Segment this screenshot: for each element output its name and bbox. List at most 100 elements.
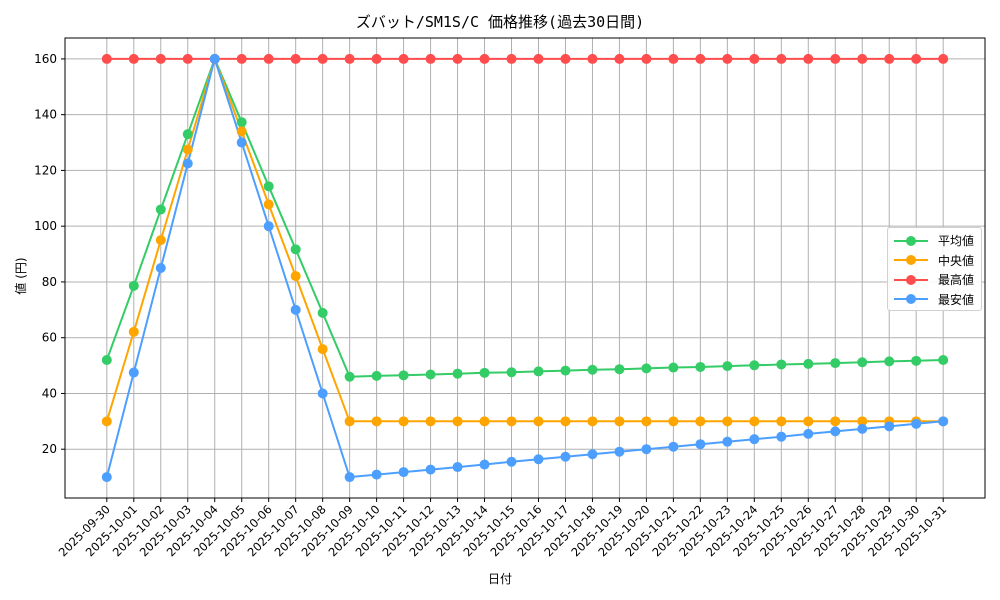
data-point [668,416,679,427]
data-point [749,53,760,64]
data-point [182,53,193,64]
data-point [749,416,760,427]
data-point [722,361,733,372]
data-point [830,426,841,437]
data-point [344,371,355,382]
legend: 平均値 中央値最高値最安値 [887,227,982,311]
data-point [263,221,274,232]
legend-marker-icon [894,254,928,266]
data-point [452,368,463,379]
data-point [155,263,166,273]
data-point [101,53,112,64]
data-point [911,53,922,64]
y-tick-label: 140 [34,108,57,122]
data-point [128,367,139,378]
data-point [506,367,517,378]
data-point [668,362,679,373]
data-point [506,456,517,467]
data-point [749,434,760,445]
y-tick-label: 100 [34,219,57,233]
legend-marker-icon [894,293,928,305]
data-point [641,363,652,374]
data-point [614,53,625,64]
data-point [209,53,220,64]
y-tick-label: 160 [34,52,57,66]
data-point [128,53,139,64]
data-point [317,344,328,355]
series-line [105,55,944,479]
data-point [398,416,409,427]
data-point [722,436,733,447]
data-point [587,364,598,375]
data-point [236,137,247,148]
data-point [641,444,652,455]
data-point [695,439,706,450]
data-point [182,158,193,169]
data-point [911,355,922,366]
legend-item: 中央値 [894,251,975,271]
data-point [425,416,436,427]
data-point [290,53,301,64]
data-point [857,423,868,434]
data-point [884,53,895,64]
data-point [317,388,328,399]
data-point [398,370,409,381]
data-point [749,360,760,371]
y-tick-label: 80 [42,275,57,289]
data-point [155,53,166,64]
data-point [371,53,382,64]
data-point [938,355,949,365]
data-point [695,361,706,372]
data-point [398,467,409,478]
data-point [533,416,544,427]
y-axis-label: 値 (円) [14,257,28,295]
data-point [695,53,706,64]
data-point [830,358,841,369]
data-point [101,416,112,427]
data-point [317,307,328,318]
data-point [776,359,787,370]
y-tick-label: 20 [42,442,57,456]
data-point [101,472,112,483]
data-point [398,53,409,64]
y-tick-label: 120 [34,163,57,177]
data-point [344,472,355,483]
legend-label: 最高値 [938,273,975,288]
legend-item: 最安値 [894,290,975,310]
data-point [587,53,598,64]
data-point [533,454,544,465]
legend-label: 最安値 [938,292,975,307]
data-point [803,428,814,439]
x-axis-label: 日付 [487,572,512,586]
data-point [128,280,139,291]
data-point [884,356,895,367]
data-point [371,370,382,381]
data-point [236,53,247,64]
data-point [803,416,814,427]
data-point [722,53,733,64]
data-point [776,416,787,427]
data-point [641,416,652,427]
data-point [533,366,544,377]
data-point [884,421,895,432]
plot-frame [64,37,986,499]
legend-item: 平均値 [894,231,975,251]
data-point [614,416,625,427]
data-point [452,416,463,427]
data-point [182,144,193,155]
data-point [668,53,679,64]
data-point [425,369,436,380]
data-point [182,129,193,140]
data-point [290,271,301,282]
data-point [371,469,382,480]
y-tick-label: 60 [42,331,57,345]
data-point [830,53,841,64]
data-point [695,416,706,427]
data-point [830,416,841,427]
data-point [857,357,868,368]
data-point [506,53,517,64]
data-point [560,451,571,462]
data-point [479,367,490,378]
